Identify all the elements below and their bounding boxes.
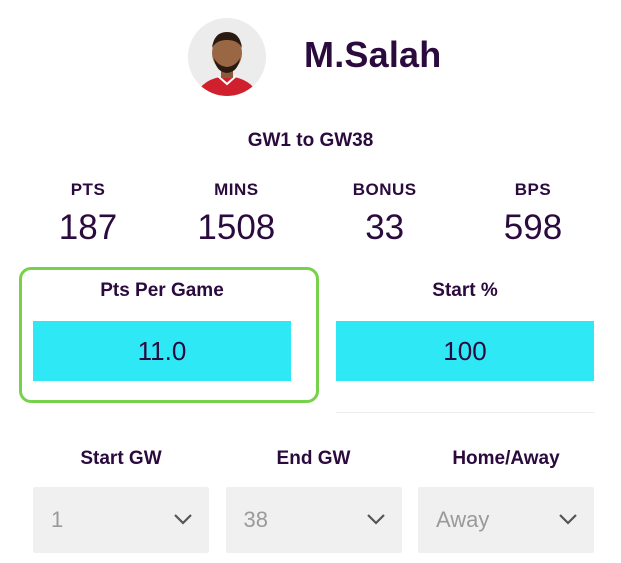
select-value: 1 bbox=[51, 507, 64, 532]
stat-points: PTS 187 bbox=[28, 180, 148, 248]
filter-start-gw: Start GW 1 bbox=[33, 448, 209, 553]
highlight-outline bbox=[19, 267, 319, 403]
filter-home-away: Home/Away Away bbox=[418, 448, 594, 553]
filter-label: Start GW bbox=[80, 448, 162, 469]
stat-value: 598 bbox=[503, 208, 563, 247]
metric-start-percent: Start % 100 bbox=[336, 280, 594, 381]
stats-row: PTS 187 MINS 1508 BONUS 33 BPS 598 bbox=[28, 180, 593, 248]
chevron-down-icon bbox=[366, 514, 385, 525]
filter-end-gw: End GW 38 bbox=[225, 448, 402, 553]
gameweek-range: GW1 to GW38 bbox=[247, 130, 374, 151]
metric-label: Start % bbox=[432, 280, 498, 301]
stat-value: 187 bbox=[58, 208, 118, 247]
chevron-down-icon bbox=[559, 514, 577, 525]
stat-label: BONUS bbox=[352, 180, 417, 199]
player-avatar bbox=[188, 18, 266, 96]
stat-minutes: MINS 1508 bbox=[176, 180, 296, 248]
stat-label: PTS bbox=[70, 180, 106, 199]
metric-points-per-game: Pts Per Game 11.0 bbox=[33, 280, 291, 381]
filter-label: End GW bbox=[276, 448, 351, 469]
stat-label: BPS bbox=[514, 180, 552, 199]
metric-value-bar: 11.0 bbox=[33, 321, 291, 381]
filters-row: Start GW 1 End GW 38 Home/Away Away bbox=[33, 448, 594, 553]
stat-bps: BPS 598 bbox=[473, 180, 593, 248]
filter-label: Home/Away bbox=[452, 448, 560, 469]
player-header: M.Salah bbox=[0, 0, 621, 120]
metric-value-bar: 100 bbox=[336, 321, 594, 381]
stat-bonus: BONUS 33 bbox=[325, 180, 445, 248]
select-value: Away bbox=[436, 507, 490, 532]
stat-label: MINS bbox=[214, 180, 259, 199]
start-gw-select[interactable]: 1 bbox=[33, 487, 209, 553]
stat-value: 33 bbox=[365, 208, 405, 247]
chevron-down-icon bbox=[174, 514, 192, 525]
stat-value: 1508 bbox=[197, 208, 276, 247]
home-away-select[interactable]: Away bbox=[418, 487, 594, 553]
player-name: M.Salah bbox=[304, 34, 442, 75]
end-gw-select[interactable]: 38 bbox=[225, 487, 402, 553]
metric-label: Pts Per Game bbox=[100, 280, 224, 301]
select-value: 38 bbox=[243, 507, 268, 532]
divider bbox=[336, 412, 594, 413]
